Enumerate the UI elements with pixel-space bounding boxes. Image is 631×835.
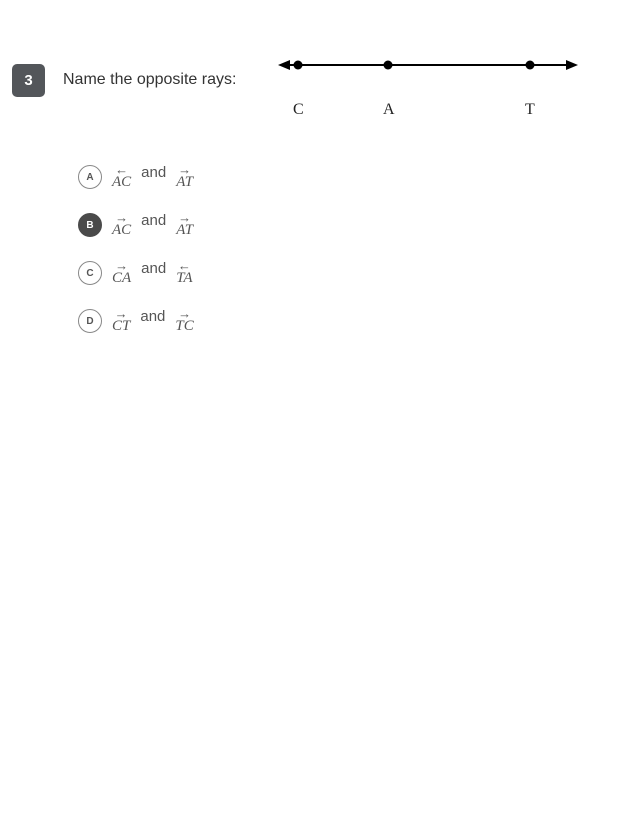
option-bubble[interactable]: B <box>78 213 102 237</box>
diagram: CAT <box>278 48 580 125</box>
diagram-labels: CAT <box>278 101 580 125</box>
ray-letters: CA <box>112 271 131 286</box>
option-bubble[interactable]: D <box>78 309 102 333</box>
ray-letters: AC <box>112 223 131 238</box>
option-content: →AC and →AT <box>112 212 193 238</box>
ray-2: →TC <box>175 308 193 334</box>
ray-1: ←AC <box>112 164 131 190</box>
option-content: →CT and →TC <box>112 308 194 334</box>
ray-1: →CA <box>112 260 131 286</box>
option-row[interactable]: C →CA and ←TA <box>78 256 338 290</box>
option-content: →CA and ←TA <box>112 260 193 286</box>
ray-1: →CT <box>112 308 130 334</box>
and-label: and <box>140 308 165 325</box>
option-bubble[interactable]: C <box>78 261 102 285</box>
ray-letters: AT <box>176 175 193 190</box>
and-label: and <box>141 212 166 229</box>
option-row[interactable]: B →AC and →AT <box>78 208 338 242</box>
question-number-badge: 3 <box>12 64 45 97</box>
option-row[interactable]: D →CT and →TC <box>78 304 338 338</box>
option-content: ←AC and →AT <box>112 164 193 190</box>
point-label: C <box>293 101 304 119</box>
ray-letters: TC <box>175 319 193 334</box>
ray-letters: CT <box>112 319 130 334</box>
answer-options: A ←AC and →AT B →AC and →AT C →CA and ←TA D →CT and →TC <box>78 160 338 352</box>
question-text: Name the opposite rays: <box>63 71 236 89</box>
ray-letters: TA <box>176 271 192 286</box>
option-row[interactable]: A ←AC and →AT <box>78 160 338 194</box>
point-label: T <box>525 101 535 119</box>
ray-1: →AC <box>112 212 131 238</box>
and-label: and <box>141 164 166 181</box>
ray-2: →AT <box>176 164 193 190</box>
line-diagram-svg <box>278 48 580 84</box>
ray-letters: AC <box>112 175 131 190</box>
point-label: A <box>383 101 395 119</box>
and-label: and <box>141 260 166 277</box>
ray-2: →AT <box>176 212 193 238</box>
ray-2: ←TA <box>176 260 192 286</box>
option-bubble[interactable]: A <box>78 165 102 189</box>
ray-letters: AT <box>176 223 193 238</box>
